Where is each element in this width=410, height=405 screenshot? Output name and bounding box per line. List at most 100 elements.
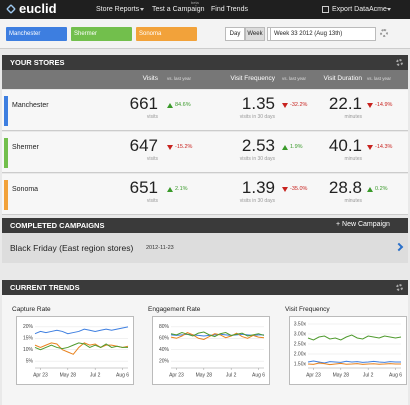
trend-arrow [282,187,288,192]
column-name: Visit Duration [323,75,362,82]
trend-line [307,334,402,341]
store-name[interactable]: Manchester [12,102,49,109]
metric-value: 22.1 [328,94,362,113]
store-chip[interactable]: Manchester [6,27,67,41]
account-caret [387,8,391,11]
nav-item[interactable]: Find Trends [211,6,248,13]
metric-unit: visits in 30 days [239,198,275,204]
trend-chart: 5% 10% 15% 20% Apr 23 May 28 Jul 2 Aug 6 [23,324,129,378]
trend-arrow [167,145,173,150]
nav-item[interactable]: Store Reports [96,6,140,13]
top-nav: euclid Store Reports Test a Campaign Find T… [0,0,410,19]
y-tick-label: 40% [159,347,170,353]
column-vs: vs. last year [282,76,307,81]
chart-title: Capture Rate [12,306,51,313]
campaign-date: 2012-11-23 [146,245,174,251]
metric-unit: visits [146,156,158,162]
trend-line [34,342,128,351]
metric-unit: visits in 30 days [239,114,275,120]
y-tick-label: 2.00x [294,351,307,357]
trend-arrow [367,145,373,150]
nav-item[interactable]: Test a Campaign [152,6,205,13]
section-settings[interactable] [396,284,403,291]
new-campaign-button[interactable]: + New Campaign [336,221,390,228]
trend-line [34,342,129,355]
section-header: COMPLETED CAMPAIGNS [2,218,408,233]
trend-line [307,362,401,366]
x-tick-label: May 28 [60,372,77,378]
x-tick-label: Apr 23 [306,372,321,378]
y-tick-label: 15% [23,336,34,342]
nav-caret [140,8,144,11]
store-color-bar [4,180,8,210]
account-menu[interactable]: Acme [369,6,387,13]
store-chip[interactable]: Sonoma [136,27,197,41]
chart-panel: 1.50x 2.00x 2.50x 3.00x 3.50x Apr 23 May 28 Jul… [289,316,407,385]
date-settings[interactable] [380,29,388,37]
store-row [2,90,408,131]
store-name[interactable]: Shermer [12,144,39,151]
metric-value: 40.1 [328,136,362,155]
trend-line [170,331,265,338]
x-tick-label: Aug 6 [116,372,129,378]
x-tick-label: Aug 6 [252,372,265,378]
metric-unit: visits in 30 days [239,156,275,162]
y-tick-label: 20% [159,358,170,364]
store-name[interactable]: Sonoma [12,186,39,193]
store-color-bar [4,138,8,168]
section-title: CURRENT TRENDS [10,283,80,292]
y-tick-label: 80% [159,324,170,330]
x-tick-label: May 28 [196,372,213,378]
store-chip[interactable]: Shermer [71,27,132,41]
export-icon [322,6,329,13]
metric-change: 2.1% [175,186,188,192]
metric-change: -32.2% [290,102,308,108]
trend-chart: 20% 40% 60% 80% Apr 23 May 28 Jul 2 Aug 6 [159,324,265,378]
metric-unit: visits [146,198,158,204]
logo[interactable]: euclid [19,1,57,16]
metric-value: 651 [129,178,158,197]
metric-change: 1.9% [290,144,303,150]
metric-value: 2.53 [241,136,275,155]
date-select[interactable]: Week 33 2012 (Aug 13th) [270,27,376,41]
store-row [2,174,408,215]
campaign-name[interactable]: Black Friday (East region stores) [10,243,134,253]
y-tick-label: 3.00x [294,331,307,337]
metric-change: 84.6% [175,102,191,108]
x-tick-label: Aug 6 [389,372,402,378]
metric-unit: minutes [344,156,362,162]
trend-arrow [367,187,373,192]
store-color-bar [4,96,8,126]
column-vs: vs. last year [367,76,392,81]
x-tick-label: Jul 2 [363,372,374,378]
y-tick-label: 3.50x [294,321,307,327]
section-header: CURRENT TRENDS [2,280,408,295]
store-row [2,132,408,173]
section-header: YOUR STORES [2,55,408,70]
column-header-row [2,70,408,89]
y-tick-label: 1.50x [294,361,307,367]
period-button[interactable]: Week [245,27,265,41]
trend-arrow [167,187,173,192]
campaign-row[interactable] [2,233,408,263]
trend-arrow [282,145,288,150]
column-vs: vs. last year [167,76,192,81]
metric-change: -14.9% [375,102,393,108]
trend-arrow [282,103,288,108]
chart-title: Visit Frequency [285,306,330,313]
column-name: Visits [142,75,158,82]
metric-value: 1.35 [241,94,275,113]
metric-change: -35.0% [290,186,308,192]
section-settings[interactable] [396,59,403,66]
metric-unit: visits [146,114,158,120]
y-tick-label: 20% [23,324,34,330]
y-tick-label: 2.50x [294,341,307,347]
export-data[interactable]: Export Data [332,6,369,13]
metric-change: 0.2% [375,186,388,192]
metric-value: 647 [129,136,158,155]
period-button[interactable]: Day [225,27,245,41]
metric-value: 28.8 [328,178,362,197]
metric-unit: minutes [344,198,362,204]
